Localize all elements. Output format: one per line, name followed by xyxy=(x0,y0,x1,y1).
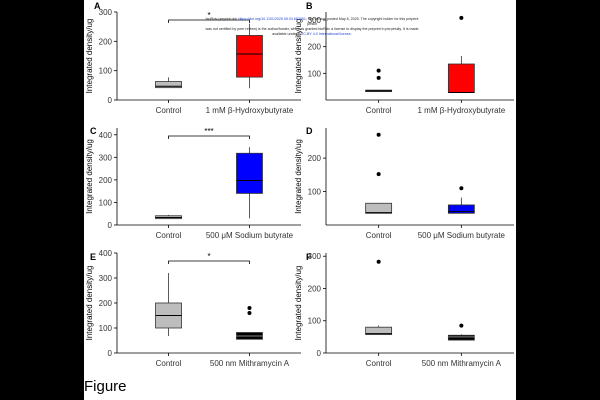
outlier-point xyxy=(376,75,381,80)
notice-text: was not certified by peer review) is the… xyxy=(205,27,419,31)
y-tick-label: 200 xyxy=(308,154,322,163)
y-tick-label: 300 xyxy=(99,274,113,283)
panel-e: E 0 100 200 300 400 Integrated density/ug Contr… xyxy=(85,249,301,368)
x-tick-label: 500 nm Mithramycin A xyxy=(210,359,290,368)
x-tick-label: 1 mM β-Hydroxybutyrate xyxy=(417,106,505,115)
panel-label: C xyxy=(90,126,97,136)
outlier-point xyxy=(459,186,464,191)
box xyxy=(447,334,475,341)
y-tick-label: 100 xyxy=(99,198,113,207)
y-tick-label: 300 xyxy=(308,252,322,261)
outlier-point xyxy=(247,311,252,315)
box xyxy=(155,81,182,89)
outlier-point xyxy=(376,259,381,264)
y-tick-label: 200 xyxy=(99,176,113,185)
x-tick-label: Control xyxy=(366,231,392,240)
y-tick-label: 0 xyxy=(108,221,113,230)
significance-bracket xyxy=(168,260,250,264)
y-tick-label: 100 xyxy=(308,69,322,78)
panel-c: C 0 100 200 300 400 Integrated density/ug Contr… xyxy=(85,126,301,240)
outlier-point xyxy=(247,306,252,310)
x-tick-label: Control xyxy=(156,231,182,240)
panel-d: D 100 200 Integrated density/ug Control 500 μ… xyxy=(294,126,514,240)
outlier-point xyxy=(376,68,381,73)
y-tick-label: 300 xyxy=(308,16,322,25)
y-tick-label: 200 xyxy=(308,43,322,52)
notice-text: . xyxy=(350,32,352,36)
significance-stars: * xyxy=(207,252,210,261)
box xyxy=(447,204,475,214)
y-tick-label: 100 xyxy=(99,324,113,333)
x-tick-label: Control xyxy=(366,359,392,368)
y-axis-title: Integrated density/ug xyxy=(294,266,303,341)
doi-link[interactable]: https://doi.org/10.1101/2025.05.03.65205… xyxy=(238,17,306,21)
y-tick-label: 400 xyxy=(99,131,113,140)
y-axis-title: Integrated density/ug xyxy=(85,139,94,214)
x-tick-label: Control xyxy=(156,106,182,115)
panel-a: A 0 100 200 300 Integrated density/ug Control 1… xyxy=(85,1,301,115)
y-axis-title: Integrated density/ug xyxy=(85,266,94,341)
outlier-point xyxy=(459,323,464,328)
x-tick-label: 500 μM Sodium butyrate xyxy=(418,231,506,240)
y-axis-title: Integrated density/ug xyxy=(294,139,303,214)
panel-label: D xyxy=(306,126,313,136)
outlier-point xyxy=(459,15,464,20)
x-tick-label: 500 μM Sodium butyrate xyxy=(206,231,294,240)
panel-label: F xyxy=(306,252,312,262)
y-tick-label: 400 xyxy=(99,249,113,258)
panel-label: B xyxy=(306,1,313,11)
preprint-notice: bioRxiv preprint doi: https://doi.org/10… xyxy=(202,17,422,37)
outlier-point xyxy=(376,132,381,137)
notice-text: available under a xyxy=(272,32,300,36)
y-axis-title: Integrated density/ug xyxy=(294,19,303,94)
notice-text: ; this version posted May 8, 2025. The c… xyxy=(305,17,419,26)
box xyxy=(236,35,263,78)
significance-stars: * xyxy=(207,11,210,20)
y-tick-label: 200 xyxy=(99,37,113,46)
figure-caption: Figure xyxy=(84,378,127,395)
significance-bracket xyxy=(168,135,250,139)
x-tick-label: 500 nm Mithramycin A xyxy=(422,359,502,368)
x-tick-label: Control xyxy=(156,359,182,368)
panel-label: E xyxy=(90,252,96,262)
y-tick-label: 100 xyxy=(308,317,322,326)
outlier-point xyxy=(376,172,381,177)
y-tick-label: 200 xyxy=(99,299,113,308)
significance-bracket xyxy=(168,19,250,23)
y-tick-label: 100 xyxy=(99,67,113,76)
x-tick-label: Control xyxy=(366,106,392,115)
panel-label: A xyxy=(94,1,101,11)
y-tick-label: 300 xyxy=(99,8,113,17)
significance-stars: *** xyxy=(204,127,213,136)
y-axis-title: Integrated density/ug xyxy=(85,19,94,94)
box xyxy=(447,63,475,93)
license-link[interactable]: CC-BY 4.0 International license xyxy=(300,32,351,36)
figure-page: A 0 100 200 300 Integrated density/ug Control 1… xyxy=(84,0,516,400)
box xyxy=(365,202,393,214)
x-tick-label: 1 mM β-Hydroxybutyrate xyxy=(206,106,294,115)
y-tick-label: 0 xyxy=(317,349,322,358)
panel-b: B 100 200 300 Integrated density/ug Control 1 … xyxy=(294,1,514,115)
notice-text: bioRxiv preprint doi: xyxy=(205,17,239,21)
y-tick-label: 0 xyxy=(108,96,113,105)
figure-canvas: A 0 100 200 300 Integrated density/ug Control 1… xyxy=(85,1,514,368)
panel-f: F 0 100 200 300 Integrated density/ug Control 5… xyxy=(294,252,514,368)
box xyxy=(365,326,393,336)
y-tick-label: 200 xyxy=(308,284,322,293)
y-tick-label: 100 xyxy=(308,188,322,197)
y-tick-label: 300 xyxy=(99,153,113,162)
y-tick-label: 0 xyxy=(108,349,113,358)
box xyxy=(236,152,263,194)
